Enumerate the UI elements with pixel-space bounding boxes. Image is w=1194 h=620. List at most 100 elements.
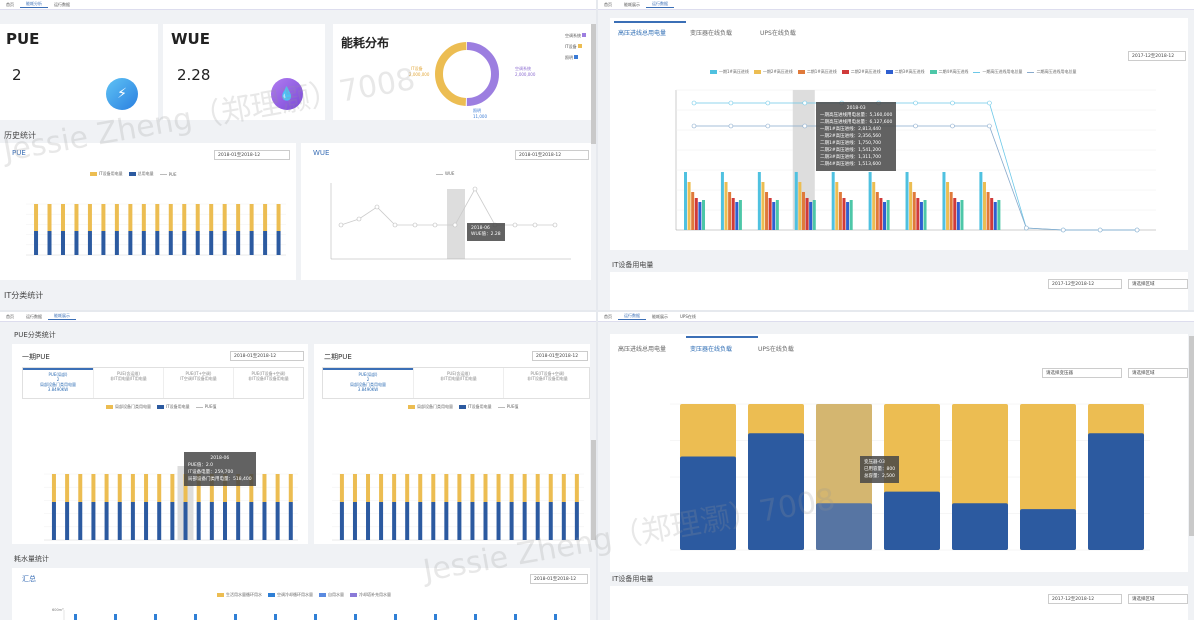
- pue-chart-card: PUE 2018-01至2018-12 IT设备用电量 总用电量 PUE: [0, 143, 296, 280]
- bar-it: [51, 502, 56, 540]
- power-legend: 一期1#高压进线 一期2#高压进线 二期1#高压进线 二期2#高压进线 二期3#…: [710, 69, 1076, 75]
- subtab-hv-total[interactable]: 高压进线总用电量: [618, 346, 667, 353]
- tab-energy-show[interactable]: 能耗展示: [652, 313, 668, 319]
- scrollbar[interactable]: [1189, 336, 1194, 536]
- bar-total: [209, 474, 214, 502]
- donut-legend: 空调系统 IT设备 照明: [565, 30, 587, 63]
- tab-home[interactable]: 首页: [6, 313, 14, 319]
- bar-hv: [953, 198, 957, 230]
- bar-it: [574, 502, 579, 540]
- bar-total: [144, 474, 149, 502]
- tab-energy-show[interactable]: 能耗展示: [48, 313, 76, 320]
- subtab-ups-load[interactable]: UPS在线负载: [758, 346, 794, 353]
- phase1-date[interactable]: 2018-01至2018-12: [230, 351, 304, 361]
- bar-it: [78, 502, 83, 540]
- phase1-tab-3[interactable]: PUE(IT+空调) IT空调/IT设备用电量: [163, 368, 233, 398]
- bar-total: [262, 474, 267, 502]
- point-phase2-total: [691, 123, 697, 129]
- water-title: 汇总: [22, 575, 36, 583]
- water-bar: [194, 614, 197, 620]
- subtab-ups-load[interactable]: UPS在线负载: [760, 30, 796, 37]
- power-date-range[interactable]: 2017-12至2018-12: [1128, 51, 1186, 61]
- bar-hv: [687, 182, 691, 230]
- bar-total: [431, 474, 436, 502]
- point-phase2-total: [913, 123, 918, 129]
- bar-it: [405, 502, 410, 540]
- tab-home[interactable]: 首页: [6, 1, 14, 7]
- bar-hv: [720, 172, 724, 230]
- bar-it: [249, 231, 254, 255]
- bar-it: [34, 231, 39, 255]
- bar-hv: [997, 200, 1001, 230]
- transformer-select[interactable]: 请选择变压器: [1042, 368, 1122, 378]
- bar-it: [223, 502, 227, 540]
- bar-hv: [956, 202, 960, 230]
- phase1-tab-4[interactable]: PUE(IT设备+空调) 非IT设备/IT设备用电量: [233, 368, 303, 398]
- phase1-tab-2[interactable]: PUE(含运维) 非IT用电量/IT用电量: [93, 368, 163, 398]
- point-phase2-total: [802, 123, 808, 129]
- bar-hv: [923, 200, 927, 230]
- water-stat-title: 耗水量统计: [14, 555, 49, 563]
- region-select[interactable]: 请选择区域: [1128, 368, 1188, 378]
- tab-home[interactable]: 首页: [604, 313, 612, 319]
- tab-run-data[interactable]: 运行数据: [646, 1, 674, 8]
- bar-it: [65, 502, 70, 540]
- scrollbar[interactable]: [591, 24, 596, 144]
- bar-it: [101, 231, 106, 255]
- bar-total: [405, 474, 410, 502]
- bar-total: [339, 474, 344, 502]
- tab-run-data[interactable]: 运行数据: [26, 313, 42, 319]
- tab-run-data[interactable]: 运行数据: [618, 313, 646, 320]
- phase1-tab-active[interactable]: PUE(局部) 2 局部设备门类用电量 3.8490KW: [23, 368, 93, 398]
- wue-date-range[interactable]: 2018-01至2018-12: [515, 150, 589, 160]
- it-power-date[interactable]: 2017-12至2018-12: [1048, 279, 1122, 289]
- bar-total: [170, 474, 175, 502]
- bar-hv: [872, 182, 876, 230]
- water-bar: [474, 614, 477, 620]
- water-card: 汇总 2018-01至2018-12 生活用水量循环用水 空调冷却循环用水量 自…: [12, 568, 590, 620]
- phase2-subtab-row: PUE(局部) 2 局部设备门类用电量 3.8490KW PUE(含运维) 非IT用电量…: [322, 367, 590, 399]
- tab-home[interactable]: 首页: [604, 1, 612, 7]
- it-power-date[interactable]: 2017-12至2018-12: [1048, 594, 1122, 604]
- bar-total: [60, 204, 65, 231]
- pue-value: 2: [12, 66, 22, 84]
- phase1-subtab-row: PUE(局部) 2 局部设备门类用电量 3.8490KW PUE(含运维) 非IT用电量…: [22, 367, 304, 399]
- it-power-region-select[interactable]: 请选择区域: [1128, 279, 1188, 289]
- tab-energy-show[interactable]: 能耗展示: [624, 1, 640, 7]
- phase2-date[interactable]: 2018-01至2018-12: [532, 351, 588, 361]
- tab-run-data[interactable]: 运行数据: [54, 1, 70, 7]
- it-power-card: 2017-12至2018-12 请选择区域: [610, 272, 1188, 310]
- phase2-tab-active[interactable]: PUE(局部) 2 局部设备门类用电量 3.8490KW: [323, 368, 413, 398]
- pue-date-range[interactable]: 2018-01至2018-12: [214, 150, 290, 160]
- bar-hv: [883, 202, 887, 230]
- it-power-region-select[interactable]: 请选择区域: [1128, 594, 1188, 604]
- wue-chart-legend: WUE: [436, 171, 454, 176]
- tab-ups[interactable]: UPS在线: [680, 313, 696, 319]
- pue-phase2-card: 二期PUE 2018-01至2018-12 PUE(局部) 2 局部设备门类用电量 3…: [314, 344, 590, 544]
- bar-it: [141, 231, 146, 255]
- bar-total: [561, 474, 566, 502]
- bar-total: [263, 204, 268, 231]
- phase2-tab-3[interactable]: PUE(IT设备+空调) 非IT设备/IT设备用电量: [503, 368, 591, 398]
- tab-energy-analysis[interactable]: 能耗分析: [20, 1, 48, 8]
- wue-value: 2.28: [177, 66, 211, 84]
- subtab-hv-total[interactable]: 高压进线总用电量: [618, 30, 667, 37]
- phase2-title: 二期PUE: [324, 353, 352, 361]
- lightning-icon: ⚡: [106, 78, 138, 110]
- bar-total: [249, 204, 254, 231]
- wue-tooltip: 2018-06 WUE值：2.28: [467, 223, 505, 241]
- scrollbar[interactable]: [591, 440, 596, 540]
- water-y-label: 600m³: [52, 608, 64, 612]
- bar-hv: [838, 192, 842, 230]
- bar-total: [168, 204, 173, 231]
- phase2-tab-2[interactable]: PUE(含运维) 非IT用电量/IT用电量: [413, 368, 503, 398]
- subtab-transformer-load[interactable]: 变压器在线负载: [690, 30, 733, 37]
- bar-total: [196, 474, 201, 502]
- bar-total: [182, 204, 187, 231]
- water-bar: [354, 614, 357, 620]
- point-phase1-total: [913, 100, 918, 106]
- bar-total: [366, 474, 371, 502]
- water-legend: 生活用水量循环用水 空调冷却循环用水量 自用水量 冷却塔补充用水量: [217, 592, 391, 598]
- water-date[interactable]: 2018-01至2018-12: [530, 574, 588, 584]
- subtab-transformer-load[interactable]: 变压器在线负载: [690, 346, 733, 353]
